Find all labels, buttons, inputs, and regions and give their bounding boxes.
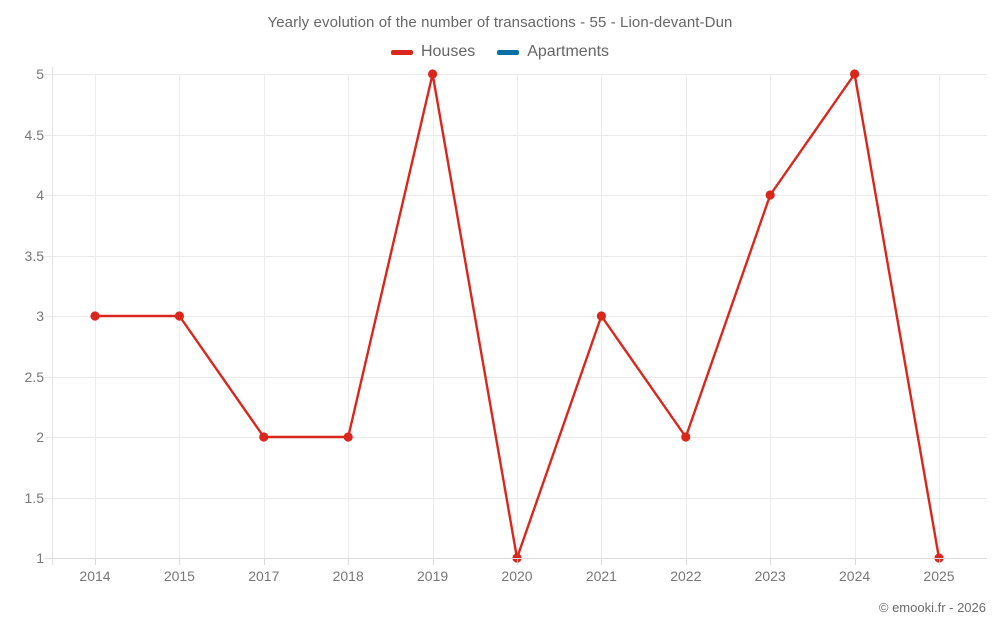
series-line-houses: [93, 72, 941, 560]
y-axis-tick-label: 3.5: [24, 247, 44, 264]
series-layer: [90, 69, 944, 563]
legend-swatch-icon-apartments: [497, 49, 520, 55]
gridline-horizontal: [45, 316, 987, 317]
x-axis-tick-label: 2015: [163, 568, 195, 584]
x-axis-tick-label: 2018: [332, 568, 364, 584]
data-point[interactable]: [428, 69, 438, 79]
y-axis-tick-label: 4.5: [24, 126, 44, 143]
y-axis-tick-labels: 5 4.5 4 3.5 3 2.5 2 1.5 1: [0, 66, 44, 566]
data-point[interactable]: [343, 432, 353, 442]
gridline-horizontal: [45, 497, 987, 499]
gridline-vertical: [263, 74, 265, 558]
data-point[interactable]: [850, 69, 860, 79]
gridline-horizontal: [45, 376, 987, 378]
y-axis-tick-label: 2.5: [24, 368, 44, 385]
gridline-vertical: [432, 74, 434, 558]
gridline-horizontal: [45, 437, 987, 438]
x-axis-tick: [179, 558, 181, 565]
x-axis-tick: [770, 558, 772, 565]
gridline-vertical: [939, 74, 940, 558]
gridline-vertical: [348, 74, 350, 558]
data-point[interactable]: [90, 311, 100, 321]
y-axis-tick-label: 1: [36, 550, 44, 566]
y-axis-tick-label: 3: [36, 308, 44, 324]
x-axis-tick-label: 2017: [248, 568, 280, 584]
gridline-vertical: [770, 74, 772, 558]
x-axis-tick-label: 2025: [923, 568, 955, 584]
y-axis-tick-label: 4: [36, 187, 44, 203]
chart-title: Yearly evolution of the number of transa…: [267, 14, 733, 31]
x-axis-tick-label: 2014: [79, 568, 111, 584]
x-axis-tick: [939, 558, 940, 565]
gridline-horizontal: [45, 134, 987, 136]
x-axis-tick-label: 2024: [839, 568, 871, 584]
x-axis-tick-label: 2020: [501, 568, 533, 584]
x-axis-tick: [263, 558, 265, 565]
x-axis-tick: [95, 558, 96, 565]
legend-label-houses: Houses: [420, 43, 476, 60]
data-point[interactable]: [765, 190, 775, 200]
x-axis-tick-label: 2019: [417, 568, 449, 584]
gridline-horizontal: [45, 195, 987, 196]
x-axis-tick-label: 2023: [754, 568, 786, 584]
x-axis-tick: [348, 558, 350, 565]
y-axis-tick-label: 2: [36, 429, 44, 445]
data-point[interactable]: [596, 311, 607, 321]
x-axis-tick: [854, 558, 856, 565]
legend-item-houses[interactable]: Houses: [390, 43, 476, 60]
footer-credit: © emooki.fr - 2026: [878, 600, 986, 615]
data-point[interactable]: [259, 432, 269, 442]
y-axis-tick-label: 5: [36, 66, 44, 82]
chart-legend: Houses Apartments: [0, 44, 1000, 60]
x-axis-tick: [517, 558, 518, 565]
legend-item-apartments[interactable]: Apartments: [497, 44, 609, 60]
legend-swatch-icon-houses: [390, 49, 413, 55]
x-axis-tick: [432, 558, 434, 565]
gridline-vertical: [854, 74, 856, 558]
x-axis-tick-label: 2022: [670, 568, 702, 584]
x-axis-tick-label: 2021: [585, 568, 617, 584]
x-axis-line: [45, 558, 987, 559]
gridline-vertical: [517, 74, 518, 558]
y-axis-tick-label: 1.5: [24, 489, 44, 506]
data-point[interactable]: [681, 432, 691, 442]
legend-label-apartments: Apartments: [527, 43, 610, 60]
x-axis-tick: [601, 558, 603, 565]
data-point[interactable]: [174, 311, 184, 321]
gridline-horizontal: [45, 255, 987, 257]
x-axis-tick: [685, 558, 687, 565]
gridline-horizontal: [45, 74, 987, 75]
plot-area: [45, 69, 987, 563]
gridline-vertical: [685, 74, 687, 558]
